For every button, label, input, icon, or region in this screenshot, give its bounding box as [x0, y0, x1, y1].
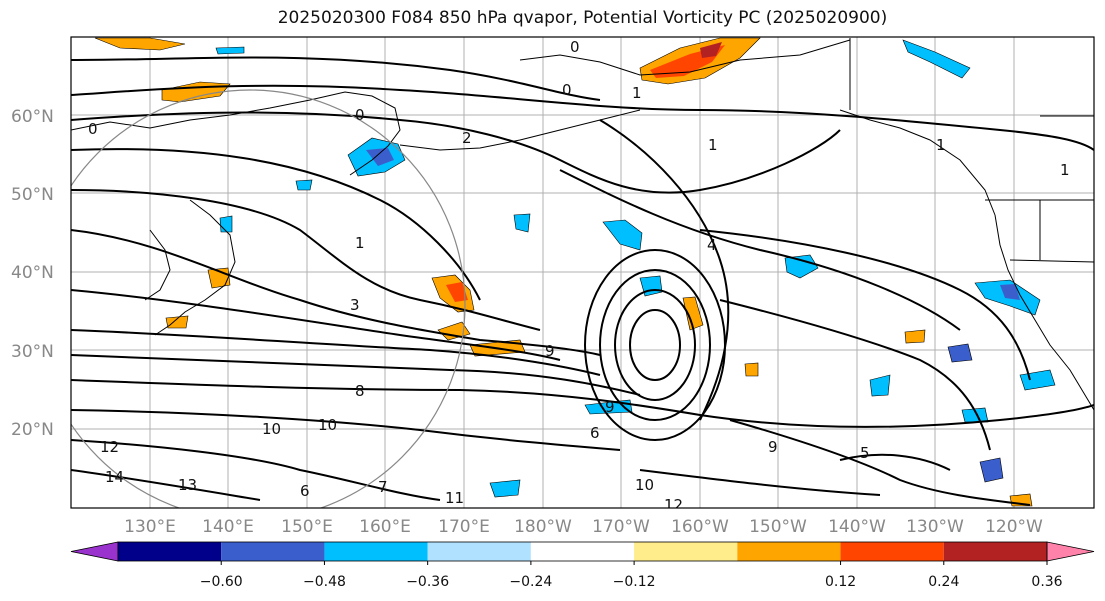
plot-frame — [70, 36, 1095, 509]
contour-label: 1 — [355, 234, 365, 252]
lon-tick-label: 130°W — [906, 517, 964, 537]
lat-tick-label: 30°N — [11, 342, 54, 362]
colorbar-extend-low — [70, 541, 119, 562]
colorbar-tick-label: 0.12 — [825, 574, 856, 590]
pv-contours — [71, 56, 1094, 508]
lon-tick-label: 140°E — [202, 517, 254, 537]
contour-label: 0 — [570, 38, 580, 56]
lon-tick-label: 170°E — [438, 517, 490, 537]
positive-anomaly-patch — [700, 42, 722, 58]
contour-label: 1 — [632, 84, 642, 102]
colorbar-tick-label: 0.24 — [928, 574, 959, 590]
colorbar-segment — [324, 542, 428, 561]
contour-label: 10 — [318, 416, 337, 434]
lon-tick-label: 120°W — [985, 517, 1043, 537]
negative-anomaly-patch — [869, 374, 891, 397]
positive-anomaly-patch — [165, 315, 189, 329]
contour-label: 0 — [355, 106, 365, 124]
negative-anomaly-patch — [295, 179, 313, 191]
contour-label: 10 — [635, 476, 654, 494]
positive-anomaly-patch — [446, 282, 468, 302]
contour-label: 6 — [590, 424, 600, 442]
negative-anomaly-patch — [215, 46, 245, 55]
lon-tick-label: 150°W — [749, 517, 807, 537]
lat-tick-label: 40°N — [11, 263, 54, 283]
colorbar-segment — [943, 542, 1047, 561]
lon-tick-label: 160°E — [359, 517, 411, 537]
colorbar-extend-high — [1046, 541, 1095, 562]
contour-label: 7 — [378, 478, 388, 496]
positive-anomaly-patch — [94, 37, 186, 51]
contour-label: 3 — [350, 296, 360, 314]
contour-label: 0 — [88, 120, 98, 138]
negative-anomaly-patch — [902, 39, 971, 79]
coastlines — [71, 38, 1094, 411]
negative-anomaly-patch — [784, 254, 819, 279]
colorbar-tick-label: 0.36 — [1031, 574, 1062, 590]
contour-label: 2 — [462, 129, 472, 147]
lat-tick-label: 50°N — [11, 185, 54, 205]
colorbar-tick-label: −0.24 — [509, 574, 552, 590]
positive-anomaly-patch — [682, 296, 704, 331]
lon-tick-label: 160°W — [671, 517, 729, 537]
lon-tick-label: 170°W — [592, 517, 650, 537]
contour-label: 0 — [562, 81, 572, 99]
latitude-labels: 60°N 50°N 40°N 30°N 20°N — [11, 107, 54, 440]
contour-label: 9 — [768, 438, 778, 456]
contour-label: 11 — [445, 489, 464, 507]
colorbar-segment — [737, 542, 841, 561]
positive-anomaly-patch — [744, 362, 759, 377]
colorbar-segment — [840, 542, 944, 561]
colorbar-frame — [117, 541, 1048, 562]
negative-anomaly-patch — [513, 213, 531, 233]
contour-label: 13 — [178, 476, 197, 494]
lon-tick-label: 180°W — [514, 517, 572, 537]
contour-label: 14 — [105, 468, 124, 486]
lat-tick-label: 60°N — [11, 107, 54, 127]
contour-label: 10 — [262, 420, 281, 438]
lat-tick-label: 20°N — [11, 420, 54, 440]
negative-anomaly-patch — [947, 343, 973, 363]
colorbar-segment — [118, 542, 222, 561]
negative-anomaly-patch — [366, 148, 394, 166]
contour-label: 12 — [100, 438, 119, 456]
contour-label: 1 — [1060, 161, 1070, 179]
contour-label: 9 — [545, 342, 555, 360]
lon-tick-label: 130°E — [124, 517, 176, 537]
positive-anomaly-patch — [437, 321, 471, 341]
contour-label: 1 — [936, 136, 946, 154]
colorbar-tick-label: −0.48 — [303, 574, 346, 590]
colorbar-segment — [221, 542, 325, 561]
colorbar: −0.60−0.48−0.36−0.24−0.120.120.240.360.4… — [70, 541, 1095, 590]
contour-label: 1 — [708, 136, 718, 154]
negative-anomaly-patch — [219, 215, 233, 233]
colorbar-tick-label: −0.12 — [613, 574, 656, 590]
colorbar-tick-label: −0.60 — [200, 574, 243, 590]
map-title: 2025020300 F084 850 hPa qvapor, Potentia… — [277, 8, 888, 28]
positive-anomaly-patch — [904, 329, 926, 344]
negative-anomaly-patch — [979, 457, 1004, 483]
contour-label: 4 — [707, 236, 717, 254]
colorbar-tick-label: −0.36 — [406, 574, 449, 590]
negative-anomaly-patch — [1000, 284, 1020, 300]
contour-label: 8 — [355, 382, 365, 400]
contour-label: 6 — [300, 482, 310, 500]
colorbar-segment — [634, 542, 738, 561]
contour-labels: 0 0 0 0 1 1 1 1 1 2 3 4 6 8 9 9 9 10 10 … — [88, 38, 1070, 514]
contour-label: 5 — [860, 444, 870, 462]
lon-tick-label: 150°E — [281, 517, 333, 537]
colorbar-segment — [530, 542, 635, 561]
contour-label: 9 — [605, 398, 615, 416]
negative-anomaly-patch — [602, 219, 643, 251]
lon-tick-label: 140°W — [828, 517, 886, 537]
colorbar-segment — [427, 542, 531, 561]
negative-anomaly-patch — [489, 479, 521, 498]
contour-label: 12 — [664, 496, 683, 514]
longitude-labels: 130°E 140°E 150°E 160°E 170°E 180°W 170°W 160°W… — [124, 517, 1043, 537]
